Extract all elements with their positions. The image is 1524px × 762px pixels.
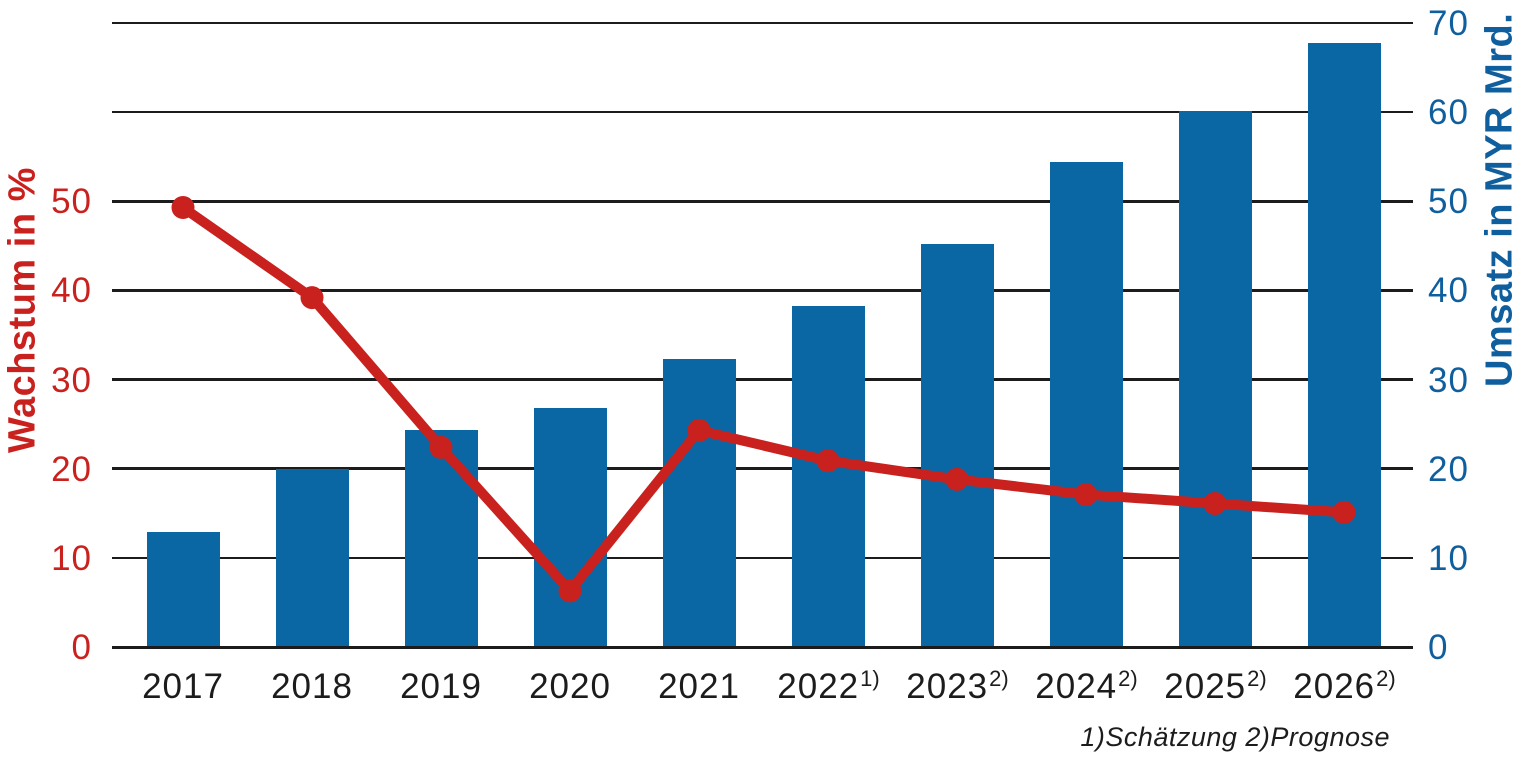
left-tick-30: 30 <box>51 360 92 400</box>
x-axis-label-2017: 2017 <box>142 667 224 706</box>
gridline-70 <box>112 21 1413 25</box>
data-point-2023 <box>945 467 969 491</box>
x-axis-label-2021: 2021 <box>658 667 740 706</box>
left-tick-40: 40 <box>51 271 92 311</box>
bar-2018 <box>275 468 349 649</box>
gridline-10 <box>112 556 1413 560</box>
footnote: 1)Schätzung 2)Prognose <box>1080 722 1390 752</box>
x-axis-label-2023: 20232) <box>906 666 1009 706</box>
x-axis-line <box>112 645 1413 649</box>
left-tick-50: 50 <box>51 182 92 222</box>
gridline-50 <box>112 200 1413 203</box>
left-tick-0: 0 <box>71 628 92 667</box>
footnote-marker: 2) <box>1376 666 1396 691</box>
bar-2020 <box>533 408 607 649</box>
x-axis-label-2018: 2018 <box>271 667 353 706</box>
growth-line <box>178 202 1349 596</box>
right-tick-10: 10 <box>1428 538 1469 578</box>
data-point-2018 <box>300 286 324 310</box>
right-tick-20: 20 <box>1428 449 1469 489</box>
x-axis-label-2026: 20262) <box>1293 666 1396 706</box>
right-tick-70: 70 <box>1428 4 1469 44</box>
data-point-2020 <box>558 579 582 603</box>
bar-2019 <box>404 430 478 649</box>
bar-2021 <box>662 359 736 649</box>
x-axis-label-2022: 20221) <box>777 666 880 706</box>
gridline-30 <box>112 378 1413 381</box>
left-tick-10: 10 <box>51 538 92 578</box>
bar-2023 <box>920 244 994 649</box>
data-point-2026 <box>1332 500 1356 524</box>
right-tick-0: 0 <box>1428 628 1449 667</box>
x-axis-label-2025: 20252) <box>1164 666 1267 706</box>
footnote-marker: 1) <box>860 666 880 691</box>
right-tick-60: 60 <box>1428 93 1469 133</box>
data-point-2017 <box>171 196 195 220</box>
x-axis-label-2024: 20242) <box>1035 666 1138 706</box>
right-tick-30: 30 <box>1428 360 1469 400</box>
right-tick-50: 50 <box>1428 182 1469 222</box>
bar-2025 <box>1178 111 1252 649</box>
gridline-60 <box>112 110 1413 114</box>
footnote-marker: 2) <box>1118 666 1138 691</box>
left-tick-20: 20 <box>51 449 92 489</box>
bar-2024 <box>1049 162 1123 649</box>
data-point-2019 <box>429 435 453 459</box>
gridline-20 <box>112 467 1413 470</box>
x-axis-label-2019: 2019 <box>400 667 482 706</box>
x-axis-label-2020: 2020 <box>529 667 611 706</box>
bar-2017 <box>146 532 220 649</box>
bar-2026 <box>1307 42 1381 649</box>
footnote-marker: 2) <box>989 666 1009 691</box>
bar-2022 <box>791 306 865 649</box>
data-point-2025 <box>1203 491 1227 515</box>
data-point-2021 <box>687 418 711 442</box>
footnote-marker: 2) <box>1247 666 1267 691</box>
data-point-2022 <box>816 449 840 473</box>
right-tick-40: 40 <box>1428 271 1469 311</box>
gridline-40 <box>112 289 1413 292</box>
data-point-2024 <box>1074 483 1098 507</box>
